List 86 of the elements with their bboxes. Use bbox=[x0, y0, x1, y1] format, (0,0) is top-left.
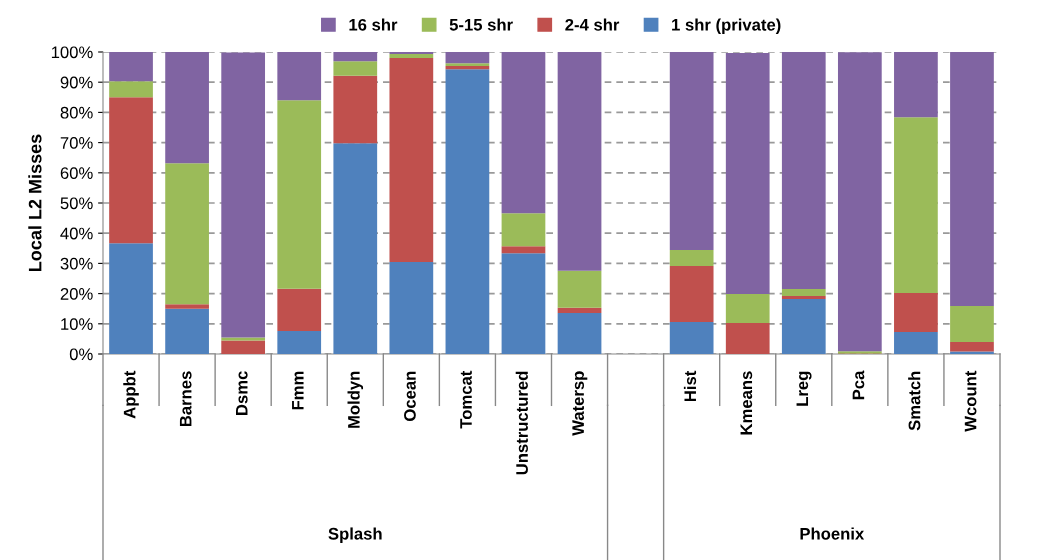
bar bbox=[277, 288, 322, 332]
x-tick-label: Hist bbox=[683, 370, 697, 402]
bar bbox=[894, 117, 938, 293]
bar bbox=[557, 307, 602, 313]
bar bbox=[950, 341, 994, 352]
bar bbox=[277, 331, 322, 354]
bar bbox=[781, 296, 826, 300]
bar bbox=[669, 321, 714, 354]
bar bbox=[333, 61, 378, 76]
bar bbox=[221, 340, 266, 354]
bar bbox=[725, 322, 770, 354]
legend-label: 2-4 shr bbox=[565, 18, 620, 31]
bar bbox=[950, 305, 994, 342]
y-tick-label: 80% bbox=[60, 106, 93, 119]
x-tick-label: Watersp bbox=[572, 371, 588, 436]
y-tick-label: 10% bbox=[61, 318, 93, 330]
bar bbox=[109, 81, 153, 98]
text: Phoenix bbox=[800, 527, 865, 540]
x-tick-label: Fmm bbox=[292, 371, 304, 410]
bar bbox=[333, 143, 378, 354]
bar bbox=[501, 213, 546, 247]
bar bbox=[725, 293, 770, 323]
x-tick-label: Unstructured bbox=[515, 371, 528, 475]
bar bbox=[277, 100, 322, 289]
bar bbox=[781, 52, 826, 290]
y-tick-label: 30% bbox=[60, 257, 93, 270]
bar bbox=[557, 312, 602, 354]
bar bbox=[445, 69, 490, 354]
bar bbox=[389, 261, 434, 354]
x-tick-label: Dsmc bbox=[236, 371, 248, 415]
bar bbox=[781, 289, 826, 297]
bar bbox=[165, 52, 209, 164]
y-tick-label: 40% bbox=[60, 227, 93, 240]
legend-label: 5-15 shr bbox=[449, 18, 513, 31]
y-tick-label: 20% bbox=[60, 288, 93, 300]
bar bbox=[894, 331, 938, 354]
y-tick-label: 100% bbox=[51, 46, 93, 59]
x-tick-label: Barnes bbox=[179, 371, 192, 427]
bar bbox=[894, 293, 938, 332]
bar bbox=[165, 163, 209, 305]
x-tick-label: Ocean bbox=[404, 371, 416, 421]
y-tick-label: 90% bbox=[60, 76, 93, 89]
legend-label: 16 shr bbox=[349, 18, 398, 31]
x-tick-label: Moldyn bbox=[347, 371, 364, 428]
bar bbox=[501, 52, 546, 214]
x-tick-label: Tomcat bbox=[460, 370, 472, 429]
bar bbox=[389, 52, 434, 55]
bar bbox=[165, 304, 209, 309]
y-tick-label: 0% bbox=[69, 348, 93, 361]
y-tick-label: 60% bbox=[60, 167, 93, 179]
bar bbox=[277, 52, 322, 101]
x-tick-label: Smatch bbox=[908, 371, 921, 431]
bar bbox=[109, 243, 153, 354]
text: Splash bbox=[328, 527, 382, 543]
y-tick-label: 50% bbox=[60, 197, 93, 210]
bar bbox=[333, 75, 378, 144]
bar bbox=[165, 308, 209, 354]
legend-label: 1 shr (private) bbox=[672, 18, 781, 34]
bar bbox=[445, 63, 490, 66]
bar bbox=[501, 253, 546, 354]
bar bbox=[669, 250, 714, 267]
bar bbox=[109, 52, 153, 82]
x-tick-label: Wcount bbox=[964, 370, 977, 432]
bar bbox=[950, 52, 994, 306]
bar bbox=[781, 299, 826, 354]
bar bbox=[445, 52, 490, 64]
bar bbox=[221, 52, 266, 338]
x-tick-label: Kmeans bbox=[740, 371, 753, 435]
bar bbox=[501, 246, 546, 254]
x-tick-label: Pca bbox=[852, 370, 865, 400]
bar bbox=[109, 97, 153, 244]
y-axis-title: Local L2 Misses bbox=[28, 134, 42, 272]
x-tick-label: Appbt bbox=[123, 370, 139, 419]
bar bbox=[221, 337, 266, 341]
bar bbox=[669, 52, 714, 251]
bar bbox=[669, 266, 714, 322]
bar bbox=[557, 52, 602, 271]
bar bbox=[333, 52, 378, 62]
x-tick-label: Lreg bbox=[796, 371, 812, 406]
bar bbox=[389, 58, 434, 262]
y-tick-label: 70% bbox=[60, 137, 93, 149]
bar bbox=[894, 52, 938, 118]
bar bbox=[725, 52, 770, 294]
bar bbox=[557, 270, 602, 308]
bar bbox=[389, 54, 434, 59]
bar bbox=[837, 52, 882, 352]
